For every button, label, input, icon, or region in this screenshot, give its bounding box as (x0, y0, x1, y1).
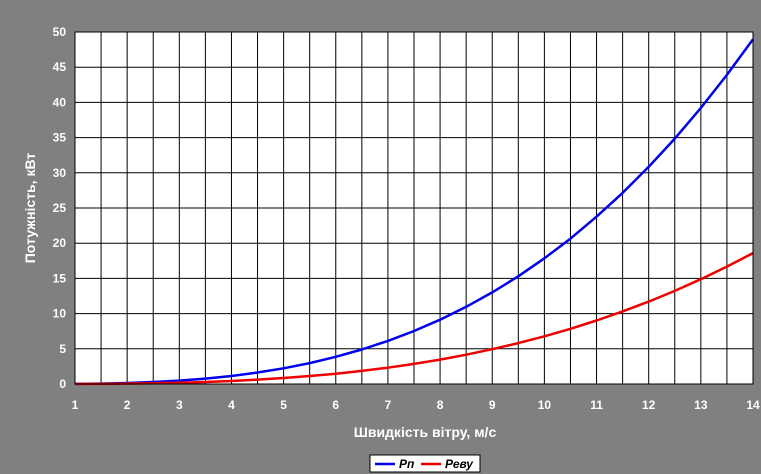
y-tick-labels: 0 5 10 15 20 25 30 35 40 45 50 (53, 25, 67, 391)
x-tick-label: 11 (590, 398, 603, 412)
x-tick-label: 6 (332, 398, 339, 412)
plot-border (74, 31, 754, 385)
y-tick-label: 0 (59, 377, 66, 391)
series-lines (74, 38, 755, 386)
x-tick-label: 7 (385, 398, 392, 412)
y-tick-label: 5 (59, 342, 66, 356)
x-tick-label: 8 (437, 398, 444, 412)
x-tick-label: 5 (280, 398, 287, 412)
x-axis-title: Швидкість вітру, м/с (354, 424, 497, 440)
y-tick-label: 30 (53, 166, 67, 180)
y-tick-label: 15 (53, 271, 67, 285)
x-tick-label: 9 (489, 398, 496, 412)
x-tick-labels: 1 2 3 4 5 6 7 8 9 10 11 12 13 14 (72, 398, 760, 412)
x-tick-label: 13 (694, 398, 708, 412)
x-tick-label: 3 (176, 398, 183, 412)
x-tick-label: 1 (72, 398, 79, 412)
series-line-pn (74, 38, 755, 386)
y-axis-title: Потужність, кВт (22, 153, 38, 264)
y-tick-label: 45 (53, 60, 67, 74)
y-tick-label: 10 (53, 307, 67, 321)
legend-label-pn: Рп (399, 457, 415, 471)
y-tick-label: 20 (53, 236, 67, 250)
legend-label-revu: Реву (445, 457, 474, 471)
y-tick-label: 35 (53, 131, 67, 145)
x-tick-label: 4 (228, 398, 235, 412)
legend: Рп Реву (369, 454, 481, 473)
x-tick-label: 14 (746, 398, 760, 412)
y-tick-label: 25 (53, 201, 67, 215)
y-tick-label: 50 (53, 25, 67, 39)
series-line-revu (75, 251, 754, 386)
x-tick-label: 10 (538, 398, 552, 412)
x-tick-label: 2 (124, 398, 131, 412)
x-tick-label: 12 (642, 398, 656, 412)
grid (75, 32, 753, 384)
y-tick-label: 40 (53, 95, 67, 109)
